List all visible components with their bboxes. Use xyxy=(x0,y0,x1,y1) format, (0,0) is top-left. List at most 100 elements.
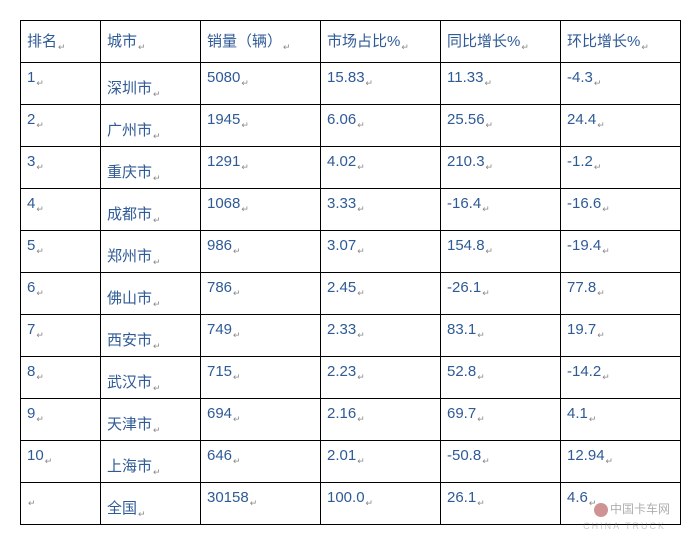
table-row: 1↵深圳市↵5080↵15.83↵11.33↵-4.3↵ xyxy=(21,63,681,105)
cell-mom: 19.7↵ xyxy=(561,315,681,357)
cell-city: 重庆市↵ xyxy=(101,147,201,189)
enter-mark-icon: ↵ xyxy=(233,246,241,256)
enter-mark-icon: ↵ xyxy=(233,372,241,382)
cell-rank: 4↵ xyxy=(21,189,101,231)
cell-mom: 12.94↵ xyxy=(561,441,681,483)
cell-yoy: 25.56↵ xyxy=(441,105,561,147)
cell-share: 2.01↵ xyxy=(321,441,441,483)
cell-value: -50.8 xyxy=(447,447,481,464)
cell-value: 2.33 xyxy=(327,321,356,338)
col-header-rank: 排名↵ xyxy=(21,21,101,63)
enter-mark-icon: ↵ xyxy=(357,120,365,130)
cell-value: 1945 xyxy=(207,111,240,128)
enter-mark-icon: ↵ xyxy=(153,299,161,309)
cell-sales: 1291↵ xyxy=(201,147,321,189)
enter-mark-icon: ↵ xyxy=(153,467,161,477)
cell-value: 10 xyxy=(27,447,44,464)
cell-value: 全国 xyxy=(107,500,137,517)
table-row: 10↵上海市↵646↵2.01↵-50.8↵12.94↵ xyxy=(21,441,681,483)
enter-mark-icon: ↵ xyxy=(597,288,605,298)
enter-mark-icon: ↵ xyxy=(241,204,249,214)
cell-value: 77.8 xyxy=(567,279,596,296)
cell-mom: 4.6↵ xyxy=(561,483,681,525)
cell-value: 2 xyxy=(27,111,35,128)
cell-mom: -19.4↵ xyxy=(561,231,681,273)
enter-mark-icon: ↵ xyxy=(250,498,258,508)
enter-mark-icon: ↵ xyxy=(153,257,161,267)
cell-value: 210.3 xyxy=(447,153,485,170)
cell-value: -14.2 xyxy=(567,363,601,380)
cell-rank: 6↵ xyxy=(21,273,101,315)
cell-share: 2.23↵ xyxy=(321,357,441,399)
cell-value: 1 xyxy=(27,69,35,86)
cell-value: 9 xyxy=(27,405,35,422)
enter-mark-icon: ↵ xyxy=(153,383,161,393)
enter-mark-icon: ↵ xyxy=(486,246,494,256)
cell-city: 武汉市↵ xyxy=(101,357,201,399)
enter-mark-icon: ↵ xyxy=(36,78,44,88)
cell-city: 郑州市↵ xyxy=(101,231,201,273)
cell-value: 3.33 xyxy=(327,195,356,212)
enter-mark-icon: ↵ xyxy=(484,78,492,88)
cell-city: 广州市↵ xyxy=(101,105,201,147)
cell-city: 天津市↵ xyxy=(101,399,201,441)
cell-yoy: 154.8↵ xyxy=(441,231,561,273)
enter-mark-icon: ↵ xyxy=(602,246,610,256)
enter-mark-icon: ↵ xyxy=(366,498,374,508)
cell-value: 2.16 xyxy=(327,405,356,422)
cell-rank: 9↵ xyxy=(21,399,101,441)
cell-city: 上海市↵ xyxy=(101,441,201,483)
enter-mark-icon: ↵ xyxy=(606,456,614,466)
cell-share: 3.33↵ xyxy=(321,189,441,231)
cell-value: 2.23 xyxy=(327,363,356,380)
col-header-share: 市场占比%↵ xyxy=(321,21,441,63)
cell-city: 佛山市↵ xyxy=(101,273,201,315)
cell-value: 广州市 xyxy=(107,122,152,139)
cell-rank: 3↵ xyxy=(21,147,101,189)
enter-mark-icon: ↵ xyxy=(241,78,249,88)
table-row: 2↵广州市↵1945↵6.06↵25.56↵24.4↵ xyxy=(21,105,681,147)
cell-value: 郑州市 xyxy=(107,248,152,265)
cell-value: 4 xyxy=(27,195,35,212)
cell-share: 6.06↵ xyxy=(321,105,441,147)
enter-mark-icon: ↵ xyxy=(357,246,365,256)
cell-sales: 749↵ xyxy=(201,315,321,357)
cell-value: 上海市 xyxy=(107,458,152,475)
cell-rank: 2↵ xyxy=(21,105,101,147)
cell-mom: -1.2↵ xyxy=(561,147,681,189)
cell-value: 4.02 xyxy=(327,153,356,170)
enter-mark-icon: ↵ xyxy=(477,414,485,424)
table-header-row: 排名↵ 城市↵ 销量（辆）↵ 市场占比%↵ 同比增长%↵ 环比增长%↵ xyxy=(21,21,681,63)
cell-value: 646 xyxy=(207,447,232,464)
cell-sales: 30158↵ xyxy=(201,483,321,525)
enter-mark-icon: ↵ xyxy=(36,330,44,340)
table-row: 4↵成都市↵1068↵3.33↵-16.4↵-16.6↵ xyxy=(21,189,681,231)
enter-mark-icon: ↵ xyxy=(602,372,610,382)
cell-sales: 986↵ xyxy=(201,231,321,273)
enter-mark-icon: ↵ xyxy=(482,204,490,214)
cell-share: 2.33↵ xyxy=(321,315,441,357)
cell-value: 154.8 xyxy=(447,237,485,254)
cell-value: 11.33 xyxy=(447,69,483,86)
enter-mark-icon: ↵ xyxy=(357,288,365,298)
cell-rank: ↵ xyxy=(21,483,101,525)
cell-value: 749 xyxy=(207,321,232,338)
enter-mark-icon: ↵ xyxy=(366,78,374,88)
cell-sales: 786↵ xyxy=(201,273,321,315)
cell-city: 西安市↵ xyxy=(101,315,201,357)
table-row: ↵全国↵30158↵100.0↵26.1↵4.6↵ xyxy=(21,483,681,525)
enter-mark-icon: ↵ xyxy=(153,341,161,351)
table-row: 5↵郑州市↵986↵3.07↵154.8↵-19.4↵ xyxy=(21,231,681,273)
cell-sales: 715↵ xyxy=(201,357,321,399)
enter-mark-icon: ↵ xyxy=(594,162,602,172)
enter-mark-icon: ↵ xyxy=(602,204,610,214)
cell-value: 6.06 xyxy=(327,111,356,128)
cell-yoy: 69.7↵ xyxy=(441,399,561,441)
enter-mark-icon: ↵ xyxy=(597,120,605,130)
cell-sales: 646↵ xyxy=(201,441,321,483)
cell-value: 26.1 xyxy=(447,489,476,506)
cell-mom: 4.1↵ xyxy=(561,399,681,441)
cell-share: 15.83↵ xyxy=(321,63,441,105)
cell-value: 715 xyxy=(207,363,232,380)
table-row: 7↵西安市↵749↵2.33↵83.1↵19.7↵ xyxy=(21,315,681,357)
